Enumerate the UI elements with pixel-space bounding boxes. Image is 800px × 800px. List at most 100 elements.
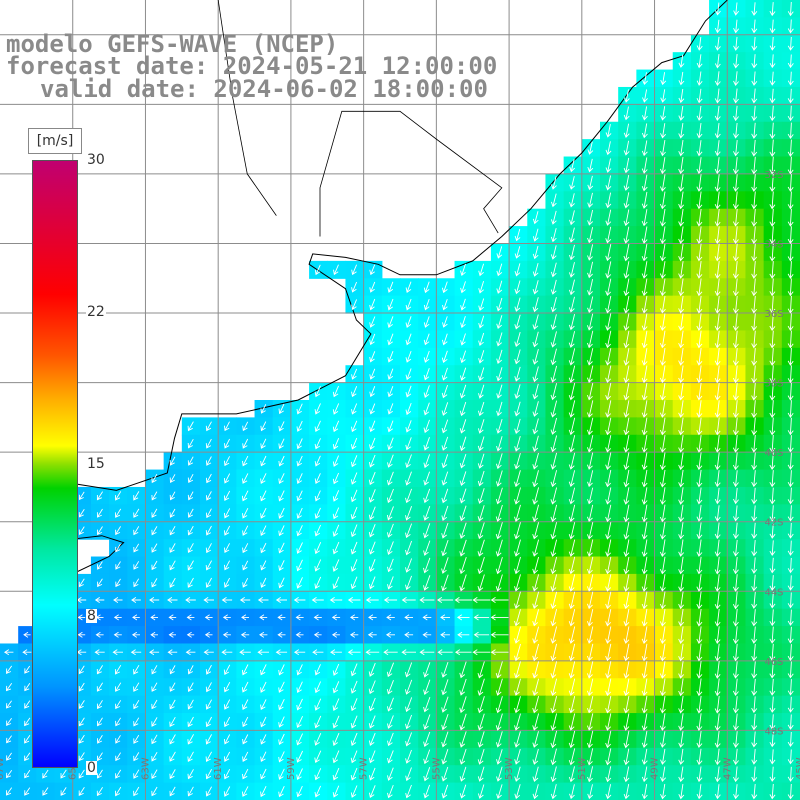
wind-arrow <box>423 523 431 539</box>
wind-arrow <box>623 469 630 488</box>
wind-arrow <box>514 228 521 242</box>
wind-arrow <box>278 473 285 484</box>
wind-arrow <box>242 507 249 519</box>
wind-arrow <box>314 664 321 676</box>
wind-arrow <box>769 696 776 713</box>
wind-arrow <box>714 278 721 297</box>
wind-arrow <box>769 139 776 157</box>
wind-arrow <box>586 574 594 592</box>
wind-arrow <box>496 436 503 452</box>
wind-arrow <box>314 455 321 467</box>
wind-arrow <box>641 574 648 592</box>
wind-arrow <box>659 330 666 349</box>
wind-arrow <box>441 749 449 765</box>
wind-arrow <box>275 597 287 603</box>
wind-arrow <box>605 382 612 401</box>
wind-arrow <box>332 490 340 502</box>
wind-arrow <box>550 470 558 488</box>
wind-arrow <box>751 626 758 644</box>
wind-arrow <box>314 264 321 276</box>
wind-arrow <box>405 714 413 730</box>
wind-arrow <box>368 471 376 486</box>
wind-arrow <box>296 507 303 519</box>
wind-arrow <box>623 626 630 644</box>
wind-arrow <box>769 592 776 609</box>
wind-arrow <box>696 243 703 262</box>
wind-arrow <box>514 331 521 347</box>
wind-arrow <box>641 382 648 401</box>
wind-arrow <box>787 1 794 17</box>
wind-arrow <box>568 452 576 470</box>
wind-arrow <box>769 54 776 69</box>
wind-arrow <box>149 597 160 603</box>
wind-arrow <box>532 211 539 225</box>
wind-arrow <box>383 649 398 656</box>
wind-arrow <box>568 227 575 243</box>
wind-arrow <box>115 526 121 536</box>
wind-arrow <box>605 348 612 366</box>
wind-arrow <box>332 681 340 694</box>
wind-arrow <box>659 469 666 488</box>
wind-arrow <box>259 614 268 621</box>
wind-arrow <box>714 730 721 749</box>
wind-arrow <box>459 713 467 731</box>
wind-arrow <box>260 734 267 745</box>
wind-arrow <box>514 452 521 470</box>
wind-arrow <box>387 750 394 764</box>
wind-arrow <box>441 350 448 363</box>
wind-arrow <box>350 437 358 450</box>
wind-arrow <box>659 504 666 523</box>
wind-arrow <box>714 295 721 314</box>
wind-arrow <box>260 490 267 502</box>
wind-arrow <box>423 298 430 311</box>
wind-arrow <box>532 262 539 277</box>
wind-arrow <box>477 784 485 799</box>
wind-arrow <box>641 313 648 331</box>
wind-arrow <box>732 313 739 332</box>
wind-arrow <box>769 609 776 627</box>
wind-arrow <box>296 664 303 676</box>
wind-arrow <box>187 665 194 675</box>
wind-arrow <box>587 784 594 800</box>
wind-arrow <box>368 732 376 746</box>
wind-arrow <box>386 471 394 486</box>
wind-arrow <box>769 522 776 539</box>
wind-arrow <box>78 665 85 675</box>
wind-arrow <box>586 748 594 766</box>
wind-arrow <box>441 557 449 574</box>
wind-arrow <box>623 695 630 714</box>
wind-arrow <box>641 784 648 800</box>
wind-arrow <box>678 261 685 279</box>
wind-arrow <box>187 734 194 745</box>
wind-arrow <box>787 505 794 522</box>
wind-arrow <box>751 731 758 748</box>
wind-arrow <box>751 36 758 51</box>
wind-arrow <box>714 365 721 384</box>
wind-arrow <box>605 556 612 575</box>
wind-arrow <box>751 678 758 696</box>
wind-arrow <box>659 643 666 662</box>
wind-arrow <box>659 157 666 175</box>
wind-arrow <box>351 403 358 415</box>
wind-arrow <box>751 88 758 104</box>
wind-arrow <box>97 526 103 536</box>
wind-arrow <box>769 226 776 245</box>
wind-arrow <box>478 280 485 294</box>
wind-arrow <box>751 2 758 16</box>
wind-arrow <box>368 541 376 555</box>
wind-arrow <box>623 175 630 191</box>
wind-arrow <box>387 333 394 346</box>
wind-arrow <box>623 123 630 139</box>
wind-arrow <box>242 768 249 780</box>
wind-arrow <box>496 297 503 312</box>
wind-arrow <box>314 559 322 572</box>
wind-arrow <box>473 614 490 621</box>
wind-arrow <box>714 174 721 192</box>
wind-arrow <box>659 191 666 210</box>
wind-arrow <box>605 487 612 505</box>
wind-arrow <box>532 297 539 313</box>
wind-arrow <box>732 643 739 662</box>
wind-arrow <box>659 313 666 331</box>
wind-arrow <box>732 556 739 575</box>
wind-arrow <box>787 557 794 574</box>
